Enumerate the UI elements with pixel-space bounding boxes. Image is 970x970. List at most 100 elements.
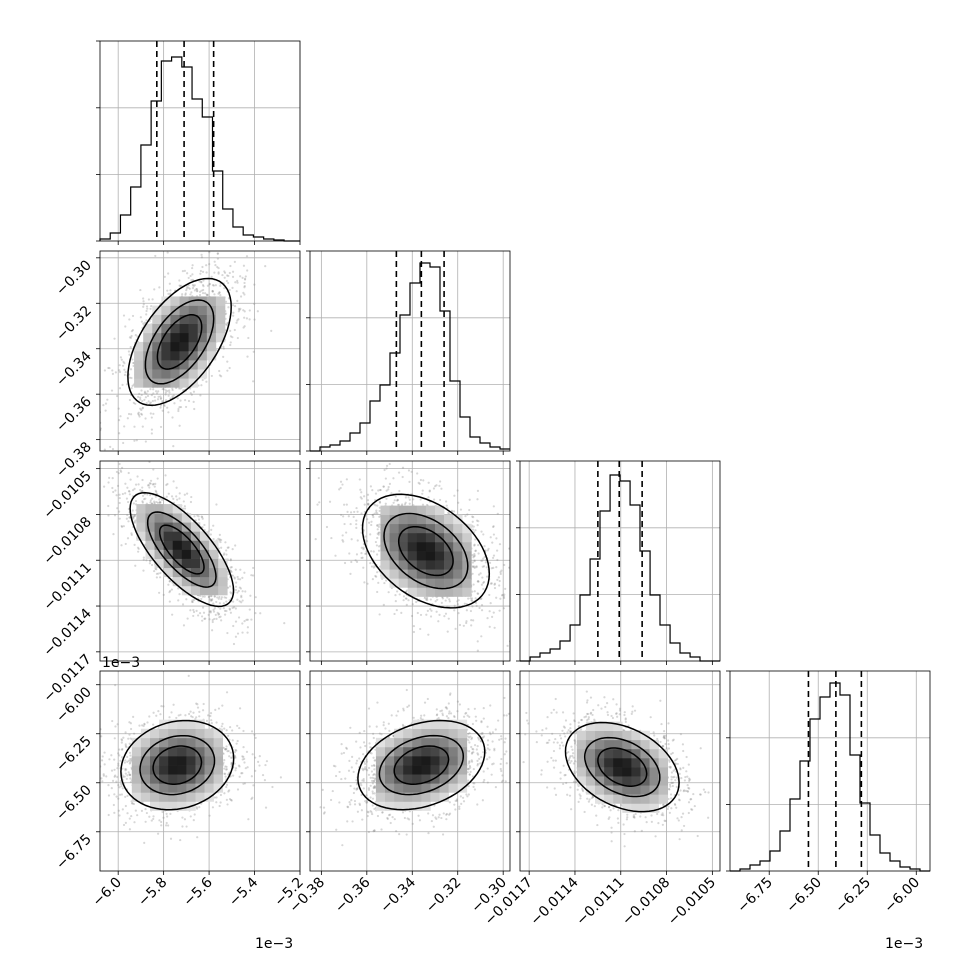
density-cell	[200, 540, 210, 550]
scatter-point	[228, 288, 231, 292]
scatter-point	[492, 525, 495, 529]
scatter-point	[139, 398, 142, 401]
scatter-point	[235, 581, 238, 584]
scatter-point	[465, 620, 468, 623]
scatter-point	[499, 571, 502, 574]
scatter-point	[133, 515, 136, 518]
scatter-point	[419, 498, 422, 501]
scatter-point	[141, 407, 144, 410]
scatter-point	[121, 492, 124, 496]
scatter-point	[356, 510, 359, 513]
scatter-point	[235, 321, 238, 324]
scatter-point	[201, 270, 205, 273]
density-cell	[462, 578, 472, 588]
scatter-point	[163, 275, 166, 278]
scatter-point	[481, 559, 484, 562]
scatter-point	[404, 597, 408, 600]
scatter-point	[243, 277, 247, 280]
scatter-point	[193, 284, 196, 287]
scatter-point	[177, 407, 180, 411]
density-cell	[181, 567, 192, 578]
density-cell	[444, 523, 454, 534]
scatter-point	[427, 633, 430, 636]
scatter-point	[201, 709, 205, 712]
scatter-point	[143, 391, 146, 395]
density-cell	[416, 505, 427, 516]
scatter-point	[428, 490, 431, 493]
scatter-point	[216, 257, 220, 260]
scatter-point	[168, 391, 171, 394]
scatter-point	[408, 498, 411, 501]
scatter-point	[398, 593, 401, 596]
scatter-point	[496, 578, 499, 581]
scatter-point	[471, 572, 474, 575]
scatter-point	[435, 610, 438, 613]
scatter-point	[516, 583, 518, 585]
scatter-point	[207, 595, 211, 598]
scatter-point	[172, 703, 175, 706]
scatter-point	[131, 314, 135, 318]
scatter-point	[463, 602, 466, 605]
scatter-point	[396, 590, 399, 593]
density-cell	[154, 531, 164, 541]
scatter-point	[119, 469, 122, 472]
scatter-point	[355, 519, 358, 522]
scatter-point	[137, 483, 140, 486]
scatter-point	[476, 640, 479, 643]
scatter-point	[423, 597, 426, 600]
scatter-point	[200, 280, 203, 283]
density-cell	[136, 522, 146, 532]
density-cell	[170, 332, 180, 343]
scatter-point	[143, 398, 146, 401]
scatter-point	[465, 602, 468, 606]
scatter-point	[366, 493, 370, 496]
density-cell	[181, 513, 192, 523]
density-cell	[215, 332, 226, 343]
contour-2	[156, 313, 203, 370]
scatter-point	[369, 533, 372, 536]
density-cell	[181, 585, 192, 596]
scatter-point	[128, 516, 131, 519]
scatter-point	[394, 594, 397, 597]
density-cell	[398, 541, 409, 552]
scatter-point	[236, 632, 240, 635]
scatter-point	[233, 305, 237, 308]
scatter-point	[233, 577, 236, 580]
scatter-point	[338, 488, 341, 491]
scatter-point	[134, 499, 138, 503]
scatter-point	[146, 390, 149, 393]
scatter-point	[457, 501, 460, 504]
hist-panel-0	[96, 40, 301, 242]
scatter-point	[195, 806, 198, 809]
scatter-point	[228, 608, 232, 611]
scatter-point	[205, 271, 208, 274]
scatter-point	[201, 526, 204, 529]
scatter-point	[364, 535, 367, 538]
density-cell	[172, 549, 183, 559]
scatter-point	[523, 559, 525, 561]
scatter-point	[154, 495, 157, 498]
scatter-point	[134, 402, 137, 405]
scatter-point	[252, 380, 255, 383]
scatter-point	[318, 501, 321, 504]
scatter-point	[371, 488, 374, 492]
density-cell	[161, 332, 171, 343]
scatter-point	[121, 787, 124, 790]
scatter-point	[201, 619, 204, 622]
scatter-point	[118, 493, 121, 496]
scatter-point	[178, 284, 181, 287]
scatter-point	[229, 611, 232, 614]
scatter-point	[130, 387, 133, 390]
density-cell	[190, 540, 201, 550]
contour-1	[144, 299, 215, 385]
scatter-point	[211, 290, 214, 293]
scatter-point	[239, 568, 242, 571]
scatter-point	[438, 613, 441, 616]
scatter-point	[215, 801, 218, 804]
scatter-point	[157, 395, 160, 398]
scatter-point	[192, 614, 195, 618]
scatter-point	[408, 480, 411, 483]
density-cell	[188, 323, 199, 334]
scatter-point	[225, 596, 228, 599]
scatter-point	[223, 609, 227, 613]
